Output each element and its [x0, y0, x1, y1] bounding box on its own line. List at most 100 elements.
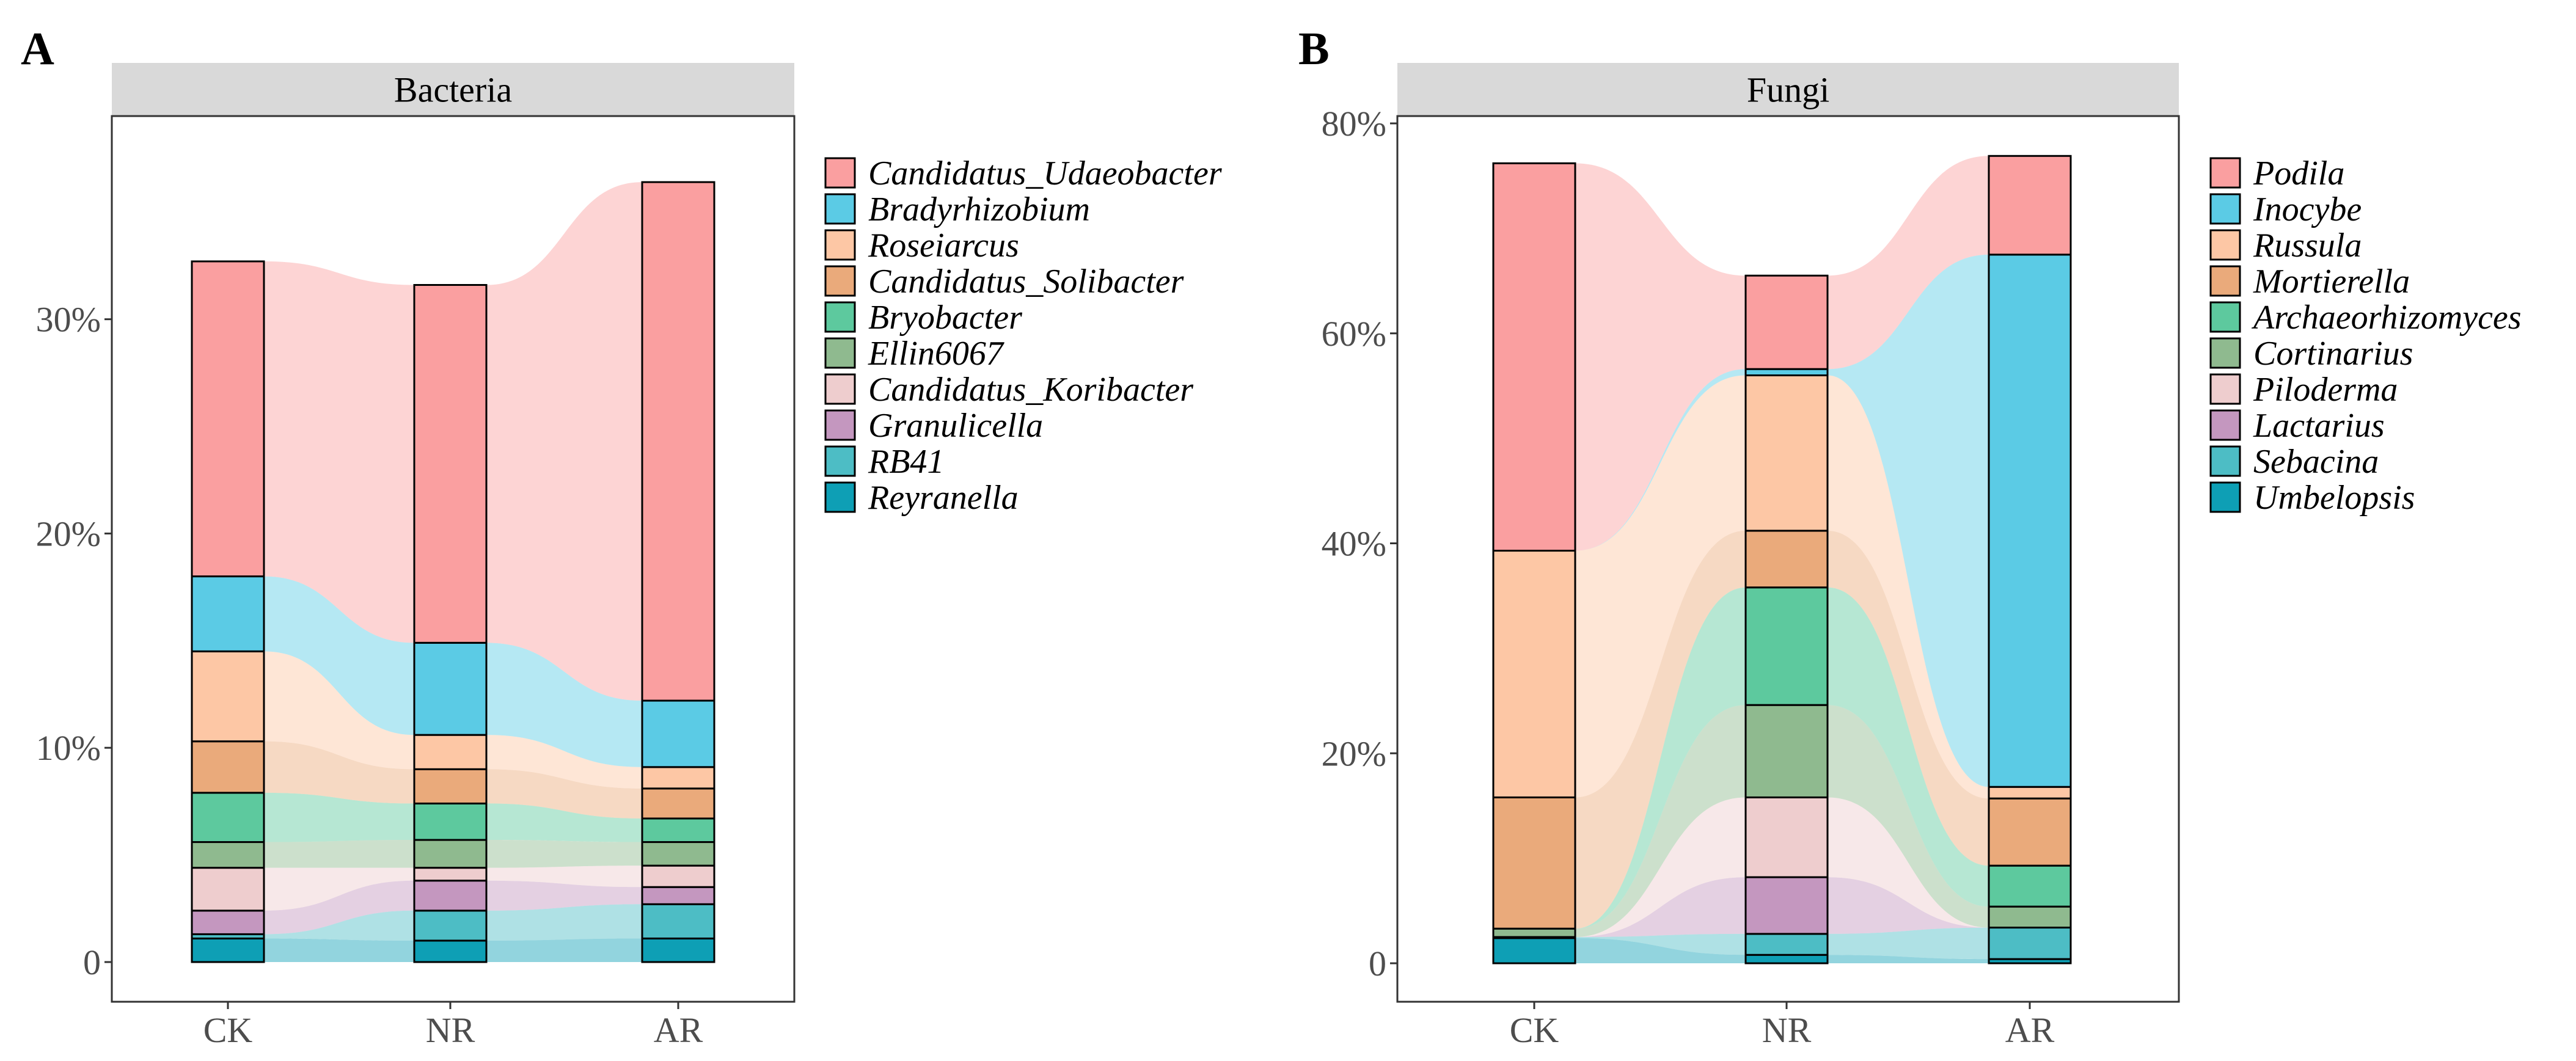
legend-label-roseiarcus: Roseiarcus [868, 227, 1019, 264]
legend-label-granulicella: Granulicella [868, 407, 1043, 445]
flow-bradyrhizobium-nr-ar [486, 643, 642, 767]
flow-inocybe-ck-nr [1575, 369, 1746, 551]
bar-reyranella-ar [641, 937, 715, 963]
flow-umbelopsis-ck-nr [1575, 938, 1746, 963]
bar-candidatus-solibacter-ck [191, 740, 265, 794]
flow-russula-nr-ar [1828, 375, 1989, 799]
legend-swatch-granulicella [824, 409, 856, 441]
flow-podila-ck-nr [1575, 163, 1746, 551]
facet-title: Bacteria [394, 70, 512, 110]
flow-rb41-ck-nr [264, 910, 414, 941]
legend-label-rb41: RB41 [868, 443, 944, 481]
facet-strip [1397, 63, 2179, 116]
bar-ellin6067-nr [413, 839, 488, 869]
x-tick-label: AR [2005, 1010, 2055, 1050]
legend-swatch-russula [2209, 229, 2241, 261]
bar-rb41-ar [641, 903, 715, 939]
flow-candidatus-solibacter-ck-nr [264, 741, 414, 804]
bar-bradyrhizobium-ck [191, 575, 265, 652]
x-tick-label: CK [203, 1010, 253, 1050]
flow-candidatus-koribacter-nr-ar [486, 866, 642, 888]
bar-lactarius-nr [1744, 876, 1829, 935]
bar-bradyrhizobium-nr [413, 641, 488, 736]
legend-label-reyranella: Reyranella [868, 479, 1019, 517]
flow-piloderma-ck-nr [1575, 797, 1746, 938]
legend-swatch-candidatus-udaeobacter [824, 157, 856, 189]
legend-swatch-candidatus-solibacter [824, 265, 856, 297]
legend-swatch-cortinarius [2209, 337, 2241, 369]
panel-letter: B [1298, 23, 1330, 75]
legend-swatch-sebacina [2209, 445, 2241, 477]
legend-swatch-reyranella [824, 481, 856, 513]
bar-archaeorhizomyces-ar [1988, 864, 2072, 908]
bar-reyranella-ck [191, 937, 265, 963]
flow-archaeorhizomyces-nr-ar [1828, 587, 1989, 907]
flow-reyranella-ck-nr [264, 938, 414, 962]
flow-roseiarcus-nr-ar [486, 735, 642, 789]
y-tick-label: 20% [36, 514, 101, 553]
legend: PodilaInocybeRussulaMortierellaArchaeorh… [2209, 155, 2522, 517]
bar-rb41-nr [413, 910, 488, 942]
flow-mortierella-ck-nr [1575, 530, 1746, 929]
bar-reyranella-nr [413, 939, 488, 963]
bar-inocybe-nr [1744, 368, 1829, 376]
legend-swatch-piloderma [2209, 373, 2241, 405]
y-tick-label: 60% [1322, 314, 1386, 354]
panel-fungi: B Fungi 0 20% 40% 60% 80% CK NR AR PodilaInocybeRu… [1298, 23, 2522, 1050]
plot-border [1396, 115, 2180, 1003]
flow-bradyrhizobium-ck-nr [264, 576, 414, 735]
legend-label-russula: Russula [2253, 227, 2362, 264]
facet-title: Fungi [1747, 70, 1829, 110]
flow-granulicella-nr-ar [486, 880, 642, 911]
flow-inocybe-nr-ar [1828, 254, 1989, 787]
legend-swatch-rb41 [824, 445, 856, 477]
facet-strip [112, 63, 794, 116]
bar-candidatus-udaeobacter-ar [641, 181, 715, 702]
bar-bryobacter-ck [191, 792, 265, 844]
bar-candidatus-koribacter-nr [413, 867, 488, 882]
legend-label-bryobacter: Bryobacter [868, 299, 1022, 337]
bar-candidatus-udaeobacter-nr [413, 284, 488, 644]
bar-russula-ar [1988, 786, 2072, 800]
flow-piloderma-nr-ar [1828, 797, 1989, 928]
y-tick-label: 10% [36, 728, 101, 768]
flow-archaeorhizomyces-ck-nr [1575, 587, 1746, 929]
legend-label-candidatus-koribacter: Candidatus_Koribacter [868, 371, 1193, 409]
bar-bryobacter-nr [413, 802, 488, 841]
legend-swatch-podila [2209, 157, 2241, 189]
legend-swatch-inocybe [2209, 193, 2241, 225]
plot-border [111, 115, 796, 1003]
x-tick-label: AR [654, 1010, 703, 1050]
flow-candidatus-koribacter-ck-nr [264, 867, 414, 911]
legend-label-ellin6067: Ellin6067 [868, 335, 1004, 373]
bar-umbelopsis-ck [1492, 937, 1576, 964]
bar-cortinarius-nr [1744, 704, 1829, 798]
x-tick-label: NR [1762, 1010, 1812, 1050]
legend-label-lactarius: Lactarius [2253, 407, 2385, 445]
bar-bradyrhizobium-ar [641, 699, 715, 768]
legend-label-podila: Podila [2253, 155, 2344, 192]
bar-piloderma-nr [1744, 796, 1829, 878]
bar-bryobacter-ar [641, 817, 715, 844]
legend-swatch-lactarius [2209, 409, 2241, 441]
legend-label-candidatus-solibacter: Candidatus_Solibacter [868, 263, 1184, 301]
panel-bacteria: A Bacteria 0 10% 20% 30% CK NR AR Candidatus_Udae… [21, 23, 1222, 1050]
bar-russula-ck [1492, 550, 1576, 798]
bar-candidatus-solibacter-nr [413, 768, 488, 804]
x-tick-label: CK [1510, 1010, 1559, 1050]
bar-podila-ck [1492, 162, 1576, 552]
bar-sebacina-nr [1744, 933, 1829, 956]
flow-russula-ck-nr [1575, 375, 1746, 798]
flow-mortierella-nr-ar [1828, 530, 1989, 866]
legend-label-candidatus-udaeobacter: Candidatus_Udaeobacter [868, 155, 1222, 192]
flow-bryobacter-ck-nr [264, 792, 414, 842]
flow-candidatus-solibacter-nr-ar [486, 769, 642, 819]
flow-granulicella-ck-nr [264, 880, 414, 935]
flow-sebacina-nr-ar [1828, 927, 1989, 960]
legend-label-sebacina: Sebacina [2253, 443, 2379, 481]
y-tick-label: 80% [1322, 104, 1386, 144]
bar-mortierella-nr [1744, 530, 1829, 589]
flow-cortinarius-ck-nr [1575, 705, 1746, 938]
flow-bryobacter-nr-ar [486, 803, 642, 842]
flow-sebacina-ck-nr [1575, 933, 1746, 955]
